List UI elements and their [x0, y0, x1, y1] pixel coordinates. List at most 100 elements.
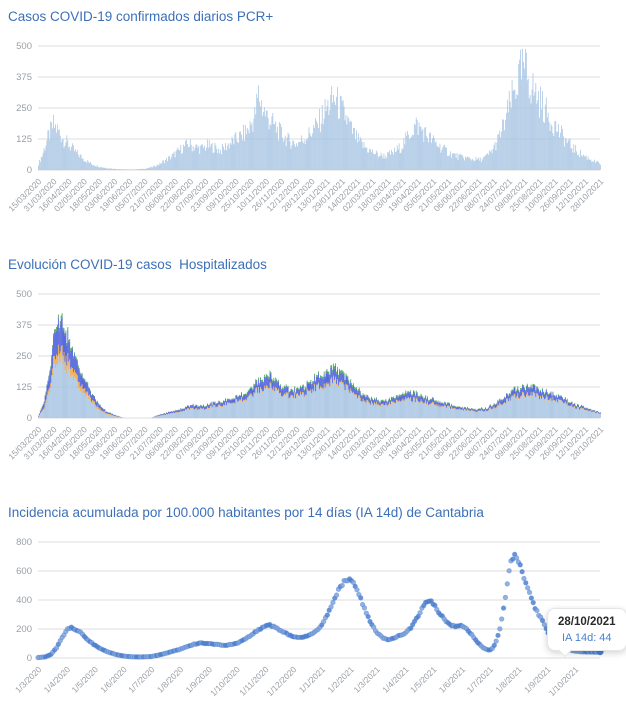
bar[interactable]	[449, 155, 450, 170]
green-layer-bar[interactable]	[85, 379, 86, 380]
bar[interactable]	[306, 139, 307, 170]
light-blue-layer-bar[interactable]	[156, 416, 157, 418]
bar[interactable]	[460, 154, 461, 170]
bar[interactable]	[565, 138, 566, 170]
green-layer-bar[interactable]	[321, 376, 322, 378]
blue-layer-bar[interactable]	[437, 403, 438, 406]
light-blue-layer-bar[interactable]	[109, 415, 110, 418]
bar[interactable]	[302, 141, 303, 170]
blue-layer-bar[interactable]	[179, 410, 180, 412]
orange-layer-bar[interactable]	[511, 397, 512, 398]
green-layer-bar[interactable]	[261, 380, 262, 382]
blue-layer-bar[interactable]	[172, 412, 173, 413]
bar[interactable]	[544, 123, 545, 170]
light-blue-layer-bar[interactable]	[346, 385, 347, 418]
green-layer-bar[interactable]	[300, 386, 301, 387]
light-blue-layer-bar[interactable]	[100, 409, 101, 418]
light-blue-layer-bar[interactable]	[329, 388, 330, 418]
blue-layer-bar[interactable]	[570, 403, 571, 406]
bar[interactable]	[47, 140, 48, 170]
orange-layer-bar[interactable]	[515, 393, 516, 394]
blue-layer-bar[interactable]	[282, 389, 283, 396]
green-layer-bar[interactable]	[568, 402, 569, 403]
blue-layer-bar[interactable]	[276, 381, 277, 388]
orange-layer-bar[interactable]	[536, 393, 537, 394]
blue-layer-bar[interactable]	[89, 389, 90, 395]
green-layer-bar[interactable]	[235, 399, 236, 400]
light-blue-layer-bar[interactable]	[257, 394, 258, 418]
light-blue-layer-bar[interactable]	[581, 408, 582, 418]
orange-layer-bar[interactable]	[43, 409, 44, 410]
blue-layer-bar[interactable]	[441, 404, 442, 407]
bar[interactable]	[480, 158, 481, 170]
orange-layer-bar[interactable]	[454, 408, 455, 409]
blue-layer-bar[interactable]	[99, 405, 100, 409]
blue-layer-bar[interactable]	[441, 403, 442, 405]
blue-layer-bar[interactable]	[513, 391, 514, 396]
orange-layer-bar[interactable]	[52, 368, 53, 375]
blue-layer-bar[interactable]	[225, 399, 226, 402]
green-layer-bar[interactable]	[421, 394, 422, 395]
light-blue-layer-bar[interactable]	[534, 392, 535, 418]
orange-layer-bar[interactable]	[522, 392, 523, 393]
blue-layer-bar[interactable]	[432, 398, 433, 402]
orange-layer-bar[interactable]	[567, 402, 568, 403]
green-layer-bar[interactable]	[48, 376, 49, 378]
bar[interactable]	[142, 169, 143, 170]
orange-layer-bar[interactable]	[380, 406, 381, 407]
bar[interactable]	[318, 128, 319, 170]
blue-layer-bar[interactable]	[530, 388, 531, 395]
blue-layer-bar[interactable]	[164, 413, 165, 414]
green-layer-bar[interactable]	[571, 402, 572, 403]
light-blue-layer-bar[interactable]	[195, 410, 196, 418]
orange-layer-bar[interactable]	[472, 410, 473, 411]
light-blue-layer-bar[interactable]	[514, 395, 515, 418]
orange-layer-bar[interactable]	[591, 411, 592, 412]
orange-layer-bar[interactable]	[284, 393, 285, 395]
light-blue-layer-bar[interactable]	[187, 409, 188, 418]
bar[interactable]	[445, 147, 446, 170]
bar[interactable]	[539, 118, 540, 170]
blue-layer-bar[interactable]	[423, 400, 424, 404]
blue-layer-bar[interactable]	[336, 374, 337, 384]
light-blue-layer-bar[interactable]	[289, 399, 290, 418]
bar[interactable]	[458, 160, 459, 170]
green-layer-bar[interactable]	[46, 391, 47, 392]
blue-layer-bar[interactable]	[557, 398, 558, 402]
green-layer-bar[interactable]	[330, 365, 331, 367]
bar[interactable]	[553, 136, 554, 170]
green-layer-bar[interactable]	[560, 396, 561, 397]
blue-layer-bar[interactable]	[257, 386, 258, 393]
light-blue-layer-bar[interactable]	[291, 396, 292, 418]
green-layer-bar[interactable]	[553, 392, 554, 393]
green-layer-bar[interactable]	[54, 329, 55, 332]
blue-layer-bar[interactable]	[572, 402, 573, 404]
bar[interactable]	[159, 165, 160, 170]
bar[interactable]	[223, 147, 224, 170]
bar[interactable]	[145, 169, 146, 170]
bar[interactable]	[374, 154, 375, 170]
green-layer-bar[interactable]	[430, 399, 431, 400]
blue-layer-bar[interactable]	[495, 405, 496, 408]
blue-layer-bar[interactable]	[245, 394, 246, 399]
light-blue-layer-bar[interactable]	[275, 389, 276, 418]
orange-layer-bar[interactable]	[507, 398, 508, 399]
orange-layer-bar[interactable]	[272, 390, 273, 391]
bar[interactable]	[127, 169, 128, 170]
bar[interactable]	[58, 130, 59, 170]
bar[interactable]	[385, 156, 386, 170]
blue-layer-bar[interactable]	[366, 396, 367, 400]
bar[interactable]	[479, 161, 480, 170]
orange-layer-bar[interactable]	[330, 379, 331, 381]
orange-layer-bar[interactable]	[90, 397, 91, 400]
green-layer-bar[interactable]	[372, 399, 373, 400]
bar[interactable]	[143, 169, 144, 170]
light-blue-layer-bar[interactable]	[218, 405, 219, 418]
blue-layer-bar[interactable]	[291, 390, 292, 395]
bar[interactable]	[403, 138, 404, 170]
orange-layer-bar[interactable]	[97, 405, 98, 407]
green-layer-bar[interactable]	[73, 356, 74, 358]
light-blue-layer-bar[interactable]	[216, 407, 217, 418]
orange-layer-bar[interactable]	[408, 397, 409, 398]
green-layer-bar[interactable]	[52, 345, 53, 348]
